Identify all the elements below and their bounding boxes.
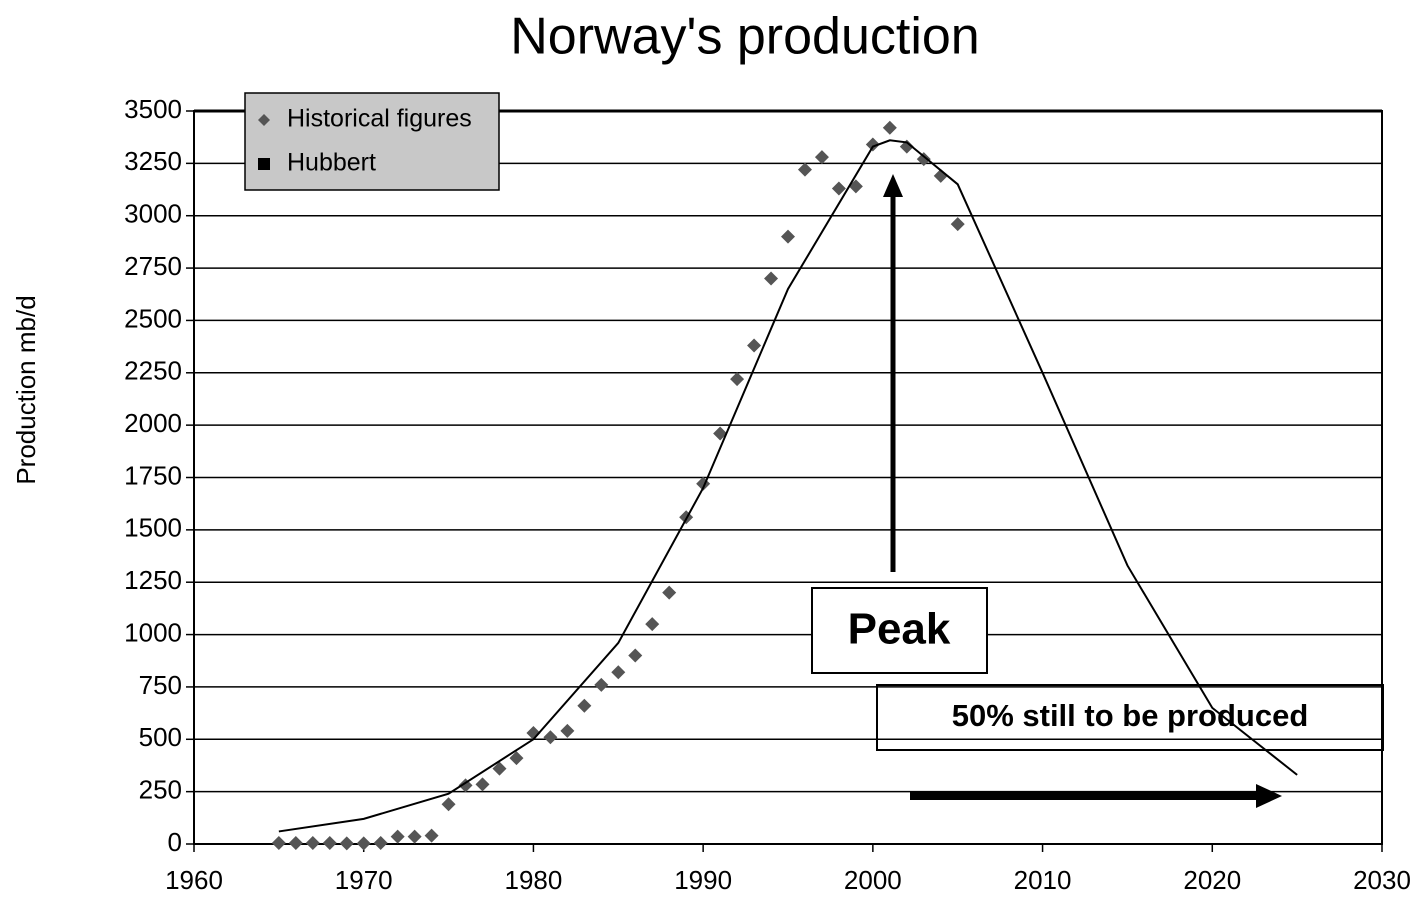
data-point — [662, 585, 677, 600]
data-point — [882, 120, 897, 135]
data-point — [916, 152, 931, 167]
hubbert-curve — [278, 139, 1298, 833]
y-tick-label: 750 — [139, 670, 182, 700]
data-point — [594, 677, 609, 692]
y-tick-label: 1500 — [124, 513, 182, 543]
legend-label: Hubbert — [287, 149, 376, 177]
data-point — [492, 761, 507, 776]
data-point — [797, 162, 812, 177]
peak-box — [811, 587, 988, 674]
data-point — [764, 271, 779, 286]
y-tick-label: 500 — [139, 722, 182, 752]
y-tick-label: 3000 — [124, 199, 182, 229]
chart-title: Norway's production — [510, 8, 979, 66]
data-point — [560, 723, 575, 738]
y-tick-label: 2500 — [124, 303, 182, 333]
legend-label: Historical figures — [287, 105, 472, 133]
x-tick-label: 1970 — [335, 865, 393, 895]
remaining-box — [876, 684, 1384, 751]
y-tick-label: 1250 — [124, 565, 182, 595]
x-tick-label: 2010 — [1014, 865, 1072, 895]
y-tick-label: 1750 — [124, 460, 182, 490]
data-point — [713, 426, 728, 441]
data-point — [288, 835, 303, 850]
legend-box — [244, 92, 500, 191]
data-point — [475, 777, 490, 792]
data-point — [628, 648, 643, 663]
data-point — [356, 836, 371, 851]
y-tick-label: 3250 — [124, 146, 182, 176]
x-tick-label: 2000 — [844, 865, 902, 895]
data-point — [543, 730, 558, 745]
data-point — [814, 150, 829, 165]
data-point — [458, 778, 473, 793]
data-point — [509, 751, 524, 766]
y-axis-label: Production mb/d — [11, 295, 41, 484]
plot-area: 0 250 500 750 1000 1250 1500 1750 2000 2250 2500 27… — [124, 94, 1411, 895]
remaining-arrowhead — [1256, 784, 1282, 808]
x-tick-label: 1990 — [674, 865, 732, 895]
peak-arrowhead — [883, 174, 903, 197]
data-point — [271, 835, 286, 850]
x-tick-label: 2020 — [1183, 865, 1241, 895]
x-tick-label: 1980 — [505, 865, 563, 895]
data-point — [730, 372, 745, 387]
data-point — [441, 797, 456, 812]
legend-marker — [258, 158, 270, 170]
legend-marker — [258, 114, 270, 126]
x-tick-label: 2030 — [1353, 865, 1411, 895]
data-point — [577, 698, 592, 713]
remaining-label: 50% still to be produced — [952, 698, 1309, 733]
y-tick-label: 2000 — [124, 408, 182, 438]
data-point — [781, 229, 795, 244]
data-point — [407, 829, 422, 844]
y-tick-label: 1000 — [124, 617, 182, 647]
y-tick-label: 2250 — [124, 356, 182, 386]
y-tick-label: 3500 — [124, 94, 182, 124]
data-point — [390, 829, 405, 844]
data-point — [339, 836, 354, 851]
data-point — [865, 137, 880, 152]
data-point — [899, 139, 914, 154]
data-point — [747, 338, 762, 353]
data-point — [424, 828, 439, 843]
y-tick-label: 0 — [168, 827, 182, 857]
data-point — [611, 665, 626, 680]
data-point — [950, 217, 965, 232]
legend: Historical figures Hubbert — [244, 92, 500, 191]
data-point — [373, 835, 388, 850]
data-point — [322, 835, 337, 850]
data-point — [831, 181, 846, 196]
y-tick-label: 250 — [139, 775, 182, 805]
y-tick-label: 2750 — [124, 251, 182, 281]
x-tick-label: 1960 — [165, 865, 223, 895]
data-point — [305, 835, 320, 850]
data-point — [645, 617, 660, 632]
peak-label: Peak — [848, 605, 951, 654]
